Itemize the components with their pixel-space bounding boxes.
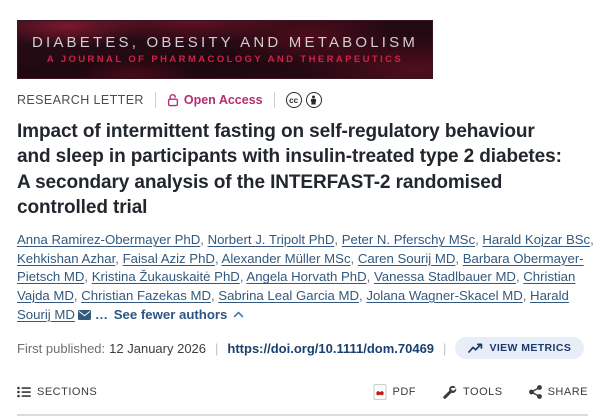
pdf-button[interactable]: PDF	[373, 384, 417, 401]
author-link[interactable]: Alexander Müller MSc	[221, 250, 351, 266]
author-link[interactable]: Caren Sourij MD	[357, 250, 456, 266]
email-icon[interactable]	[77, 307, 91, 326]
journal-title: DIABETES, OBESITY AND METABOLISM	[31, 34, 419, 51]
divider	[154, 92, 156, 108]
author-separator: ,	[590, 232, 594, 248]
article-toolbar: SECTIONS PDF TOOLS	[17, 383, 588, 401]
see-fewer-label: See fewer authors	[113, 306, 228, 322]
toolbar-actions: PDF TOOLS SHARE	[373, 384, 589, 401]
open-access-link[interactable]: Open Access	[167, 93, 263, 107]
list-icon	[17, 386, 31, 398]
author-link[interactable]: Anna Ramirez-Obermayer PhD	[17, 232, 201, 248]
author-separator: ,	[210, 287, 219, 303]
chevron-up-icon	[234, 311, 244, 317]
author-link[interactable]: Faisal Aziz PhD	[122, 250, 215, 266]
author-list: Anna Ramirez-Obermayer PhD, Norbert J. T…	[17, 231, 595, 325]
author-link[interactable]: Barbara Obermayer-Pietsch MD	[17, 250, 584, 285]
author-separator: ,	[366, 269, 374, 285]
pdf-label: PDF	[392, 386, 416, 399]
publication-date: 12 January 2026	[109, 340, 207, 356]
authors-ellipsis: …	[94, 306, 109, 322]
corresponding-author-link[interactable]: Harald Sourij MD	[17, 287, 569, 322]
author-separator: ,	[73, 287, 82, 303]
see-fewer-authors-button[interactable]: See fewer authors	[114, 307, 245, 322]
author-link[interactable]: Peter N. Pferschy MSc	[341, 232, 476, 248]
author-link[interactable]: Jolana Wagner-Skacel MD	[366, 287, 523, 303]
share-button[interactable]: SHARE	[528, 385, 588, 400]
author-separator: ,	[515, 269, 524, 285]
article-meta-row: RESEARCH LETTER Open Access cc	[17, 91, 588, 109]
author-separator: ,	[334, 232, 342, 248]
author-link[interactable]: Norbert J. Tripolt PhD	[207, 232, 335, 248]
share-label: SHARE	[547, 386, 588, 399]
open-lock-icon	[167, 93, 179, 107]
article-type-label: RESEARCH LETTER	[17, 93, 144, 107]
cc-icon: cc	[285, 92, 302, 108]
share-icon	[528, 385, 542, 400]
author-link[interactable]: Harald Kojzar BSc	[482, 232, 591, 248]
author-link[interactable]: Sabrina Leal Garcia MD	[218, 287, 360, 303]
trending-up-icon	[468, 343, 483, 353]
journal-banner[interactable]: DIABETES, OBESITY AND METABOLISM A JOURN…	[17, 20, 433, 79]
author-separator: ,	[214, 250, 222, 266]
first-published-label: First published:	[17, 340, 106, 356]
author-separator: ,	[239, 269, 247, 285]
author-separator: ,	[359, 287, 367, 303]
open-access-label: Open Access	[183, 93, 263, 107]
author-separator: ,	[455, 250, 463, 266]
author-separator: ,	[200, 232, 208, 248]
author-separator: ,	[84, 269, 92, 285]
author-link[interactable]: Angela Horvath PhD	[246, 269, 367, 285]
author-link[interactable]: Christian Fazekas MD	[81, 287, 211, 303]
pdf-icon	[373, 384, 386, 401]
sections-label: SECTIONS	[37, 386, 98, 399]
wrench-icon	[443, 385, 457, 399]
view-metrics-button[interactable]: VIEW METRICS	[455, 337, 585, 360]
publication-info-row: First published: 12 January 2026 | https…	[17, 336, 588, 360]
author-link[interactable]: Christian Vajda MD	[17, 269, 576, 303]
divider	[273, 92, 275, 108]
author-links: Anna Ramirez-Obermayer PhD, Norbert J. T…	[17, 232, 594, 321]
author-separator: ,	[115, 250, 123, 266]
article-title: Impact of intermittent fasting on self-r…	[17, 121, 562, 218]
bottom-divider	[17, 414, 588, 417]
author-link[interactable]: Kristina Žukauskaitė PhD	[91, 269, 240, 285]
author-separator: ,	[350, 250, 358, 266]
author-separator: ,	[475, 232, 483, 248]
tools-label: TOOLS	[463, 386, 503, 399]
journal-subtitle: A JOURNAL OF PHARMACOLOGY AND THERAPEUTI…	[46, 54, 404, 65]
author-link[interactable]: Vanessa Stadlbauer MD	[373, 269, 516, 285]
doi-link[interactable]: https://doi.org/10.1111/dom.70469	[227, 340, 435, 356]
view-metrics-label: VIEW METRICS	[489, 342, 572, 355]
tools-button[interactable]: TOOLS	[442, 385, 503, 400]
author-separator: ,	[522, 287, 531, 303]
divider: |	[215, 340, 219, 356]
author-link[interactable]: Kehkishan Azhar	[17, 250, 116, 266]
divider: |	[443, 340, 447, 356]
license-badges[interactable]: cc	[285, 92, 322, 108]
sections-button[interactable]: SECTIONS	[17, 386, 97, 398]
attribution-icon	[305, 92, 322, 108]
